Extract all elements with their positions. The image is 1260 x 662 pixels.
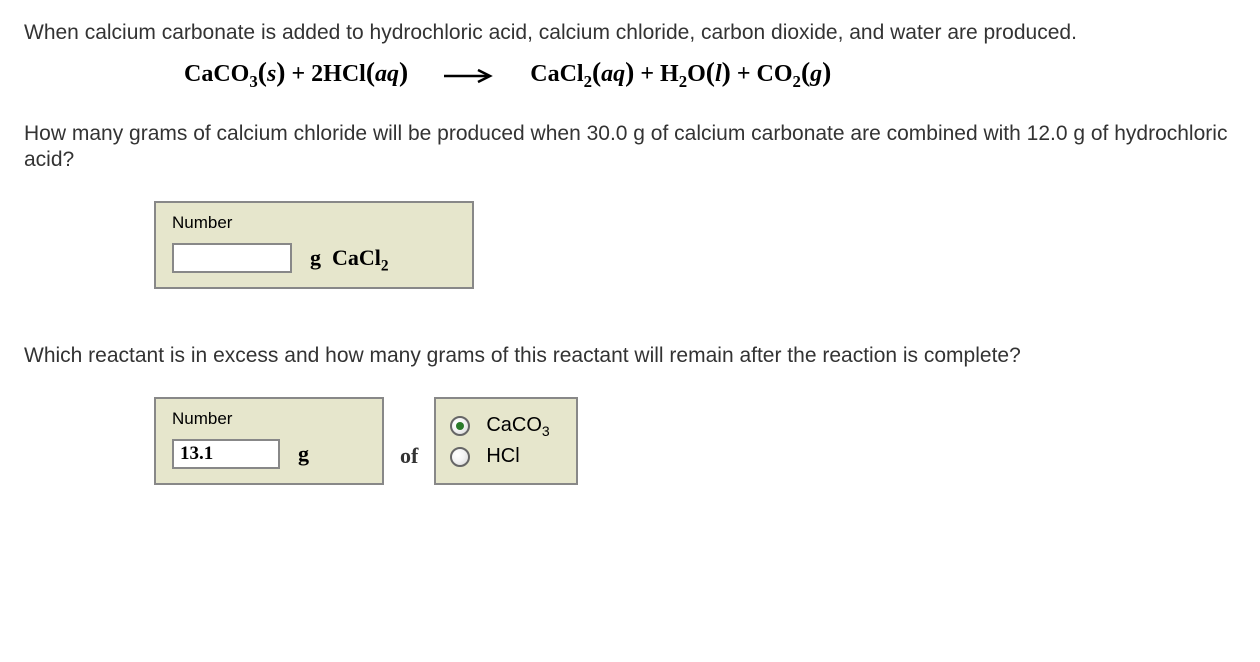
radio-option-caco3[interactable]: CaCO3 xyxy=(450,414,549,437)
answer-2-unit: g xyxy=(298,441,309,467)
of-label: of xyxy=(400,443,418,469)
answer-1-unit: g CaCl2 xyxy=(310,245,389,271)
answer-2-panel: Number g xyxy=(154,397,384,485)
radio-selected-icon xyxy=(450,416,470,436)
radio-option-hcl[interactable]: HCl xyxy=(450,445,549,468)
intro-text: When calcium carbonate is added to hydro… xyxy=(24,20,1236,46)
radio-opt1-label: CaCO3 xyxy=(486,414,549,437)
chemical-equation: CaCO3(s) + 2HCl(aq) CaCl2(aq) + H2O(l) +… xyxy=(24,56,1236,90)
reaction-arrow-icon xyxy=(444,61,494,91)
answer-1-row: Number g CaCl2 xyxy=(154,201,1236,289)
answer-1-panel: Number g CaCl2 xyxy=(154,201,474,289)
answer-2-label: Number xyxy=(172,409,366,429)
answer-2-input[interactable] xyxy=(172,439,280,469)
answer-1-label: Number xyxy=(172,213,456,233)
question-1-text: How many grams of calcium chloride will … xyxy=(24,121,1236,174)
radio-opt2-label: HCl xyxy=(486,445,519,468)
excess-reactant-panel: CaCO3 HCl xyxy=(434,397,577,485)
radio-unselected-icon xyxy=(450,447,470,467)
answer-2-row: Number g of CaCO3 HCl xyxy=(154,397,1236,485)
question-2-text: Which reactant is in excess and how many… xyxy=(24,343,1236,369)
answer-1-input[interactable] xyxy=(172,243,292,273)
